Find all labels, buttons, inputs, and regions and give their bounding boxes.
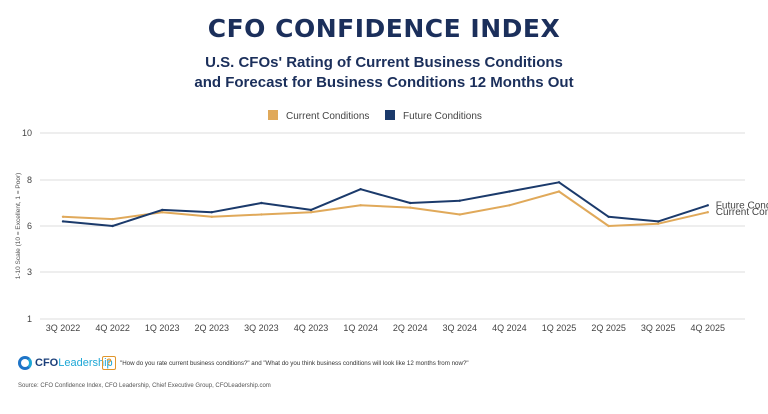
x-tick-label: 3Q 2023 <box>244 323 279 333</box>
data-point <box>359 188 362 191</box>
x-tick-label: 2Q 2025 <box>591 323 626 333</box>
y-tick-label: 6 <box>27 221 32 231</box>
x-tick-label: 2Q 2023 <box>195 323 230 333</box>
y-axis-label: 1-10 Scale (10 = Excellent, 1 = Poor) <box>15 173 22 280</box>
chart-subtitle-line-2: and Forecast for Business Conditions 12 … <box>194 74 574 91</box>
chart-title: CFO CONFIDENCE INDEX <box>207 14 561 43</box>
series-line-current-conditions <box>62 190 709 227</box>
data-point <box>161 208 164 212</box>
data-point <box>607 224 610 228</box>
x-tick-label: 1Q 2023 <box>145 323 180 333</box>
data-point <box>61 220 65 223</box>
logo-prefix: CFO <box>35 357 59 369</box>
data-point <box>508 190 511 193</box>
data-point <box>161 211 164 214</box>
legend-swatch-current-conditions <box>268 110 278 120</box>
question-bubble-icon: ? <box>102 356 116 370</box>
y-tick-label: 10 <box>22 128 32 138</box>
data-point <box>409 201 412 205</box>
x-tick-label: 4Q 2025 <box>691 323 726 333</box>
data-point <box>111 224 114 228</box>
source-note: Source: CFO Confidence Index, CFO Leader… <box>18 383 271 389</box>
data-point <box>458 199 461 202</box>
cfo-leadership-logo: CFOLeadership <box>18 356 113 370</box>
data-point <box>260 213 263 216</box>
survey-question: "How do you rate current business condit… <box>120 360 469 367</box>
data-point <box>557 190 561 193</box>
data-point <box>61 215 65 218</box>
data-point <box>210 215 213 218</box>
x-tick-label: 3Q 2024 <box>443 323 478 333</box>
y-tick-label: 3 <box>27 267 32 277</box>
end-label-current: Current Conditions <box>716 207 768 218</box>
logo-ring-icon <box>18 356 32 370</box>
data-point <box>657 222 660 225</box>
logo-suffix: Leadership <box>58 357 113 369</box>
series-line-future-conditions <box>62 181 709 227</box>
x-tick-label: 1Q 2025 <box>542 323 577 333</box>
legend-label: Future Conditions <box>403 111 482 122</box>
data-point <box>458 213 461 216</box>
data-point <box>607 215 610 218</box>
y-tick-label: 1 <box>27 314 32 324</box>
data-point <box>409 206 412 209</box>
x-tick-label: 4Q 2024 <box>492 323 527 333</box>
data-point <box>508 204 511 207</box>
x-tick-label: 3Q 2022 <box>46 323 81 333</box>
x-tick-label: 1Q 2024 <box>343 323 378 333</box>
x-tick-label: 3Q 2025 <box>641 323 676 333</box>
x-tick-label: 4Q 2022 <box>95 323 130 333</box>
y-tick-label: 8 <box>27 175 32 185</box>
data-point <box>111 217 114 221</box>
legend-swatch-future-conditions <box>385 110 395 120</box>
data-point <box>706 211 709 214</box>
end-label-future: Future Conditions <box>716 200 768 211</box>
x-tick-label: 4Q 2023 <box>294 323 329 333</box>
x-tick-label: 2Q 2024 <box>393 323 428 333</box>
data-point <box>706 204 709 207</box>
data-point <box>309 208 313 212</box>
data-point <box>210 211 213 214</box>
chart-subtitle-line-1: U.S. CFOs' Rating of Current Business Co… <box>205 54 563 71</box>
data-point <box>359 204 362 207</box>
data-point <box>260 201 263 205</box>
legend-label: Current Conditions <box>286 111 369 122</box>
data-point <box>309 211 313 214</box>
data-point <box>657 220 660 223</box>
data-point <box>557 181 561 184</box>
